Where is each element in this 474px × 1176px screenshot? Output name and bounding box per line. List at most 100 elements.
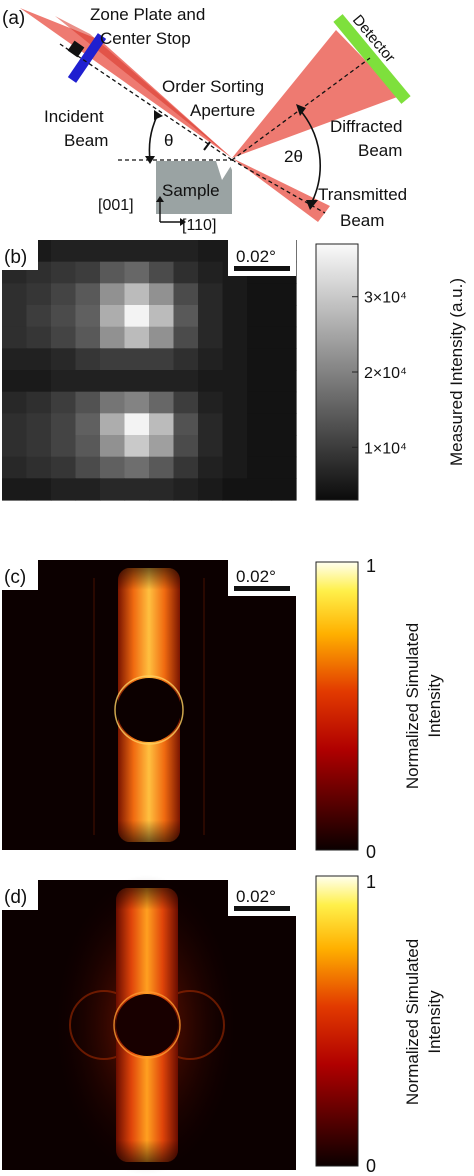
heatmap-cell — [124, 348, 150, 371]
panel-b-colorbar-label: Measured Intensity (a.u.) — [447, 278, 466, 466]
heatmap-cell — [149, 391, 175, 414]
panel-d-scalebar-label: 0.02° — [236, 887, 276, 906]
panel-b-scalebar — [234, 266, 290, 271]
heatmap-cell — [149, 348, 175, 371]
heatmap-cell — [124, 413, 150, 436]
heatmap-cell — [100, 456, 126, 479]
diffracted-beam — [232, 30, 400, 158]
heatmap-cell — [51, 283, 77, 306]
osa-label-2: Aperture — [190, 101, 255, 120]
heatmap-cell — [173, 348, 199, 371]
heatmap-cell — [100, 478, 126, 501]
heatmap-cell — [124, 391, 150, 414]
heatmap-cell — [100, 413, 126, 436]
heatmap-cell — [149, 326, 175, 349]
transmitted-label-2: Beam — [340, 211, 384, 230]
heatmap-cell — [75, 240, 101, 263]
panel-d-center-hole — [116, 994, 178, 1056]
panel-d-label: (d) — [4, 887, 27, 908]
heatmap-cell — [124, 261, 150, 284]
panel-c-colorbar-min: 0 — [366, 842, 376, 862]
panel-d-colorbar-label-2: Intensity — [425, 990, 444, 1054]
heatmap-cell — [26, 370, 52, 393]
heatmap — [2, 240, 297, 501]
panel-c: (c) 0.02° 1 0 Normalized Simulated Inten… — [2, 556, 444, 862]
heatmap-cell — [222, 456, 248, 479]
panel-c-scalebar-label: 0.02° — [236, 567, 276, 586]
heatmap-cell — [271, 456, 297, 479]
order-sorting-aperture — [203, 141, 211, 151]
heatmap-cell — [198, 261, 224, 284]
heatmap-cell — [271, 435, 297, 458]
heatmap-cell — [271, 326, 297, 349]
heatmap-cell — [26, 348, 52, 371]
heatmap-cell — [198, 326, 224, 349]
heatmap-cell — [51, 435, 77, 458]
panel-a-label: (a) — [2, 8, 25, 29]
diffracted-label-1: Diffracted — [330, 117, 402, 136]
heatmap-cell — [222, 283, 248, 306]
dashed-transmitted — [231, 159, 326, 214]
zone-plate — [67, 33, 107, 83]
heatmap-cell — [149, 240, 175, 263]
heatmap-cell — [75, 435, 101, 458]
heatmap-cell — [2, 391, 28, 414]
heatmap-cell — [247, 435, 273, 458]
heatmap-cell — [222, 435, 248, 458]
heatmap-cell — [198, 283, 224, 306]
theta-arrow-bottom — [145, 156, 155, 164]
heatmap-cell — [75, 391, 101, 414]
heatmap-cell — [26, 283, 52, 306]
heatmap-cell — [2, 348, 28, 371]
panel-d-colorbar-label-1: Normalized Simulated — [403, 939, 422, 1105]
heatmap-cell — [2, 326, 28, 349]
heatmap-cell — [124, 478, 150, 501]
heatmap-cell — [124, 326, 150, 349]
heatmap-cell — [100, 326, 126, 349]
heatmap-cell — [100, 348, 126, 371]
heatmap-cell — [2, 435, 28, 458]
heatmap-cell — [26, 305, 52, 328]
heatmap-cell — [51, 240, 77, 263]
heatmap-cell — [100, 370, 126, 393]
heatmap-cell — [149, 413, 175, 436]
heatmap-cell — [100, 391, 126, 414]
heatmap-cell — [271, 305, 297, 328]
heatmap-cell — [51, 348, 77, 371]
heatmap-cell — [75, 326, 101, 349]
heatmap-cell — [247, 391, 273, 414]
heatmap-cell — [173, 391, 199, 414]
two-theta-arc — [299, 109, 321, 203]
heatmap-cell — [149, 305, 175, 328]
heatmap-cell — [124, 370, 150, 393]
heatmap-cell — [247, 305, 273, 328]
heatmap-cell — [51, 326, 77, 349]
panel-b-scalebar-label: 0.02° — [236, 247, 276, 266]
heatmap-cell — [75, 348, 101, 371]
two-theta-arrow-top — [296, 104, 306, 116]
panel-c-colorbar-max: 1 — [366, 556, 376, 576]
heatmap-cell — [247, 348, 273, 371]
sample-label: Sample — [162, 181, 220, 200]
panel-c-center-ring — [114, 675, 184, 745]
heatmap-cell — [75, 370, 101, 393]
incident-beam-core — [55, 16, 232, 158]
panel-c-colorbar-label-1: Normalized Simulated — [403, 623, 422, 789]
panel-b-label: (b) — [4, 247, 27, 268]
heatmap-cell — [149, 456, 175, 479]
panel-a: (a) Zone Plate and Center Stop Detector … — [2, 5, 411, 234]
heatmap-cell — [198, 413, 224, 436]
heatmap-cell — [51, 478, 77, 501]
heatmap-cell — [173, 478, 199, 501]
heatmap-cell — [271, 283, 297, 306]
heatmap-cell — [2, 305, 28, 328]
heatmap-cell — [149, 478, 175, 501]
heatmap-cell — [2, 478, 28, 501]
heatmap-cell — [100, 240, 126, 263]
heatmap-cell — [75, 413, 101, 436]
heatmap-cell — [271, 478, 297, 501]
heatmap-cell — [198, 478, 224, 501]
detector — [333, 14, 411, 104]
heatmap-cell — [173, 326, 199, 349]
